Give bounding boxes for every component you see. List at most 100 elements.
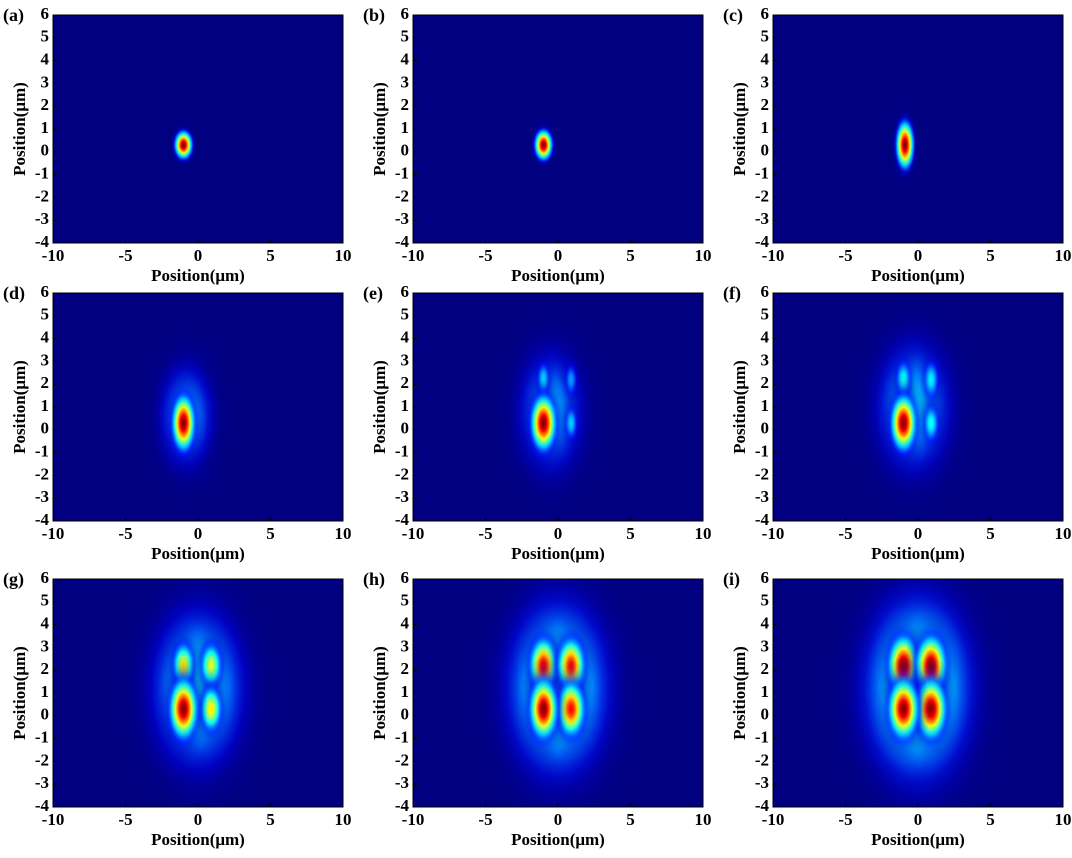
- y-tick-label: -4: [35, 510, 50, 529]
- x-tick-label: -10: [402, 246, 425, 265]
- panel: -10 -5 0 5 10-4-3-2-10123456Position(μm)Posi…: [3, 4, 352, 285]
- x-tick-label: 0: [554, 246, 563, 265]
- y-tick-label: -3: [755, 773, 769, 792]
- y-tick-label: -1: [755, 442, 769, 461]
- y-tick-label: 0: [41, 705, 50, 724]
- y-axis-label: Position(μm): [10, 82, 29, 176]
- y-tick-label: -3: [755, 209, 769, 228]
- y-tick-label: 6: [761, 4, 770, 23]
- panel: -10 -5 0 5 10-4-3-2-10123456Position(μm)Posi…: [3, 568, 352, 849]
- x-tick-label: -5: [478, 524, 492, 543]
- y-tick-label: -4: [755, 510, 770, 529]
- panel-label: (g): [3, 569, 24, 590]
- x-tick-label: 0: [194, 524, 203, 543]
- y-tick-label: -1: [35, 164, 49, 183]
- y-tick-label: 5: [761, 27, 770, 46]
- panel-label: (e): [363, 283, 383, 304]
- y-tick-label: 6: [401, 282, 410, 301]
- panel: -10 -5 0 5 10-4-3-2-10123456Position(μm)Posi…: [3, 282, 352, 563]
- panel: -10 -5 0 5 10-4-3-2-10123456Position(μm)Posi…: [723, 282, 1072, 563]
- intensity-spot: [915, 342, 947, 418]
- y-axis-label: Position(μm): [370, 82, 389, 176]
- y-tick-label: -4: [395, 232, 410, 251]
- y-tick-label: 0: [401, 705, 410, 724]
- y-tick-label: 2: [41, 373, 50, 392]
- y-tick-label: 2: [401, 95, 410, 114]
- y-tick-label: -4: [35, 796, 50, 815]
- y-tick-label: -3: [395, 773, 409, 792]
- x-tick-label: 5: [626, 524, 635, 543]
- y-tick-label: 3: [41, 350, 50, 369]
- y-tick-label: 3: [401, 350, 410, 369]
- intensity-spot: [881, 375, 926, 471]
- y-axis-label: Position(μm): [730, 646, 749, 740]
- y-tick-label: 0: [761, 419, 770, 438]
- y-tick-label: 4: [401, 614, 410, 633]
- intensity-spot: [528, 118, 559, 171]
- x-tick-label: 10: [695, 810, 712, 829]
- y-tick-label: 4: [41, 328, 50, 347]
- y-tick-label: 0: [401, 419, 410, 438]
- panel-label: (c): [723, 5, 743, 26]
- x-tick-label: -10: [762, 524, 785, 543]
- x-axis-label: Position(μm): [511, 266, 605, 285]
- panel-label: (a): [3, 5, 24, 26]
- y-tick-label: -1: [35, 728, 49, 747]
- y-tick-label: 2: [41, 659, 50, 678]
- x-tick-label: 10: [695, 246, 712, 265]
- x-tick-label: -5: [838, 810, 852, 829]
- y-tick-label: 2: [761, 95, 770, 114]
- heatmap: [453, 579, 663, 807]
- y-axis-label: Position(μm): [10, 360, 29, 454]
- y-tick-label: -4: [35, 232, 50, 251]
- y-tick-label: 6: [761, 568, 770, 587]
- panel-label: (d): [3, 283, 25, 304]
- y-tick-label: 5: [761, 591, 770, 610]
- y-tick-label: 3: [401, 72, 410, 91]
- x-tick-label: 0: [914, 524, 923, 543]
- y-tick-label: 6: [761, 282, 770, 301]
- x-axis-label: Position(μm): [871, 830, 965, 849]
- panel: -10 -5 0 5 10-4-3-2-10123456Position(μm)Posi…: [723, 568, 1072, 849]
- y-tick-label: -3: [755, 487, 769, 506]
- panel: -10 -5 0 5 10-4-3-2-10123456Position(μm)Posi…: [363, 4, 712, 285]
- y-tick-label: 6: [41, 568, 50, 587]
- y-tick-label: -2: [755, 750, 769, 769]
- y-tick-label: 4: [401, 50, 410, 69]
- y-tick-label: -1: [395, 728, 409, 747]
- plot-background: [53, 15, 343, 243]
- x-axis-label: Position(μm): [871, 266, 965, 285]
- x-tick-label: 0: [554, 524, 563, 543]
- panel: -10 -5 0 5 10-4-3-2-10123456Position(μm)Posi…: [363, 568, 712, 849]
- y-tick-label: 3: [761, 350, 770, 369]
- y-axis-label: Position(μm): [370, 360, 389, 454]
- x-tick-label: 10: [335, 524, 352, 543]
- heatmap: [481, 293, 621, 521]
- intensity-spot: [877, 657, 930, 761]
- x-tick-label: 0: [914, 246, 923, 265]
- x-tick-label: 5: [266, 524, 275, 543]
- panel-label: (i): [723, 569, 740, 590]
- y-tick-label: -4: [755, 232, 770, 251]
- y-tick-label: 1: [401, 396, 410, 415]
- x-tick-label: 5: [266, 246, 275, 265]
- y-tick-label: -1: [35, 442, 49, 461]
- panel: -10 -5 0 5 10-4-3-2-10123456Position(μm)Posi…: [723, 4, 1072, 285]
- x-tick-label: -10: [402, 810, 425, 829]
- y-tick-label: 2: [401, 373, 410, 392]
- y-tick-label: 2: [401, 659, 410, 678]
- x-tick-label: 0: [194, 246, 203, 265]
- x-tick-label: 5: [986, 246, 995, 265]
- x-tick-label: -10: [42, 810, 65, 829]
- x-axis-label: Position(μm): [151, 544, 245, 563]
- y-tick-label: 6: [41, 282, 50, 301]
- panel: -10 -5 0 5 10-4-3-2-10123456Position(μm)Posi…: [363, 282, 712, 563]
- x-tick-label: 10: [1055, 810, 1072, 829]
- y-tick-label: -1: [395, 442, 409, 461]
- x-axis-label: Position(μm): [151, 830, 245, 849]
- y-tick-label: -2: [395, 750, 409, 769]
- y-tick-label: 4: [41, 50, 50, 69]
- x-tick-label: 5: [266, 810, 275, 829]
- x-tick-label: 10: [1055, 246, 1072, 265]
- intensity-spot: [519, 657, 568, 761]
